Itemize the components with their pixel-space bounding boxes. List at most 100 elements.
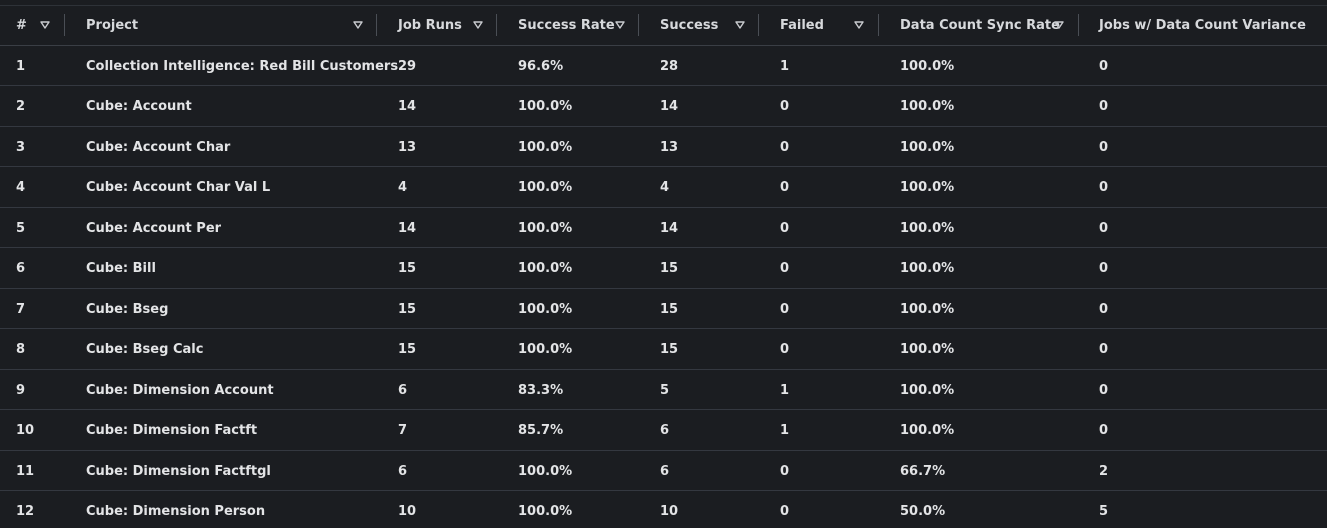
table-row[interactable]: 2 Cube: Account 14 100.0% 14 0 100.0% 0 [0,86,1327,127]
sync-rate-value: 100.0% [900,423,955,438]
success-rate-value: 100.0% [518,503,573,519]
sort-icon[interactable] [734,19,746,31]
column-divider[interactable] [64,14,65,36]
failed-value: 1 [780,58,790,74]
job-runs-value: 15 [398,261,417,276]
job-runs-value: 6 [398,382,408,398]
table-top-border [0,5,1327,6]
column-header-label: # [16,18,27,33]
project-name: Cube: Bseg [86,301,169,317]
column-header-job-runs[interactable]: Job Runs [398,6,496,45]
variance-value: 0 [1099,180,1109,195]
sort-icon[interactable] [853,19,865,31]
row-number: 11 [16,463,35,479]
table-row[interactable]: 3 Cube: Account Char 13 100.0% 13 0 100.0% 0 [0,127,1327,167]
column-header-label: Project [86,18,139,33]
success-rate-value: 100.0% [518,261,573,276]
column-header-failed[interactable]: Failed [780,6,878,45]
column-header-project[interactable]: Project [86,6,376,45]
success-value: 15 [660,301,679,317]
table-row[interactable]: 11 Cube: Dimension Factftgl 6 100.0% 6 0 66.7%… [0,451,1327,491]
column-header-label: Jobs w/ Data Count Variance [1099,18,1306,33]
row-number: 9 [16,382,26,398]
variance-value: 0 [1099,342,1109,357]
column-header-success[interactable]: Success [660,6,758,45]
variance-value: 5 [1099,503,1109,519]
row-number: 3 [16,139,26,155]
job-runs-value: 10 [398,503,417,519]
table-row[interactable]: 8 Cube: Bseg Calc 15 100.0% 15 0 100.0% 0 [0,329,1327,370]
sort-icon[interactable] [472,19,484,31]
project-name: Cube: Account [86,99,192,114]
sync-rate-value: 100.0% [900,301,955,317]
column-header-label: Data Count Sync Rate [900,18,1060,33]
project-name: Cube: Account Char Val L [86,180,271,195]
column-header-num[interactable]: # [16,6,64,45]
column-header-label: Failed [780,18,824,33]
column-header-sync-rate[interactable]: Data Count Sync Rate [900,6,1078,45]
row-number: 8 [16,342,26,357]
row-number: 6 [16,261,26,276]
job-runs-value: 6 [398,463,408,479]
sync-rate-value: 100.0% [900,180,955,195]
column-divider[interactable] [376,14,377,36]
failed-value: 0 [780,220,790,236]
table-row[interactable]: 1 Collection Intelligence: Red Bill Custo… [0,46,1327,86]
project-name: Cube: Account Char [86,139,231,155]
failed-value: 0 [780,99,790,114]
variance-value: 0 [1099,261,1109,276]
success-value: 15 [660,342,679,357]
column-divider[interactable] [496,14,497,36]
job-runs-value: 15 [398,301,417,317]
column-header-success-rate[interactable]: Success Rate [518,6,638,45]
project-name: Collection Intelligence: Red Bill Custom… [86,58,399,74]
failed-value: 0 [780,463,790,479]
column-divider[interactable] [758,14,759,36]
project-name: Cube: Account Per [86,220,222,236]
column-header-variance[interactable]: Jobs w/ Data Count Variance [1099,6,1324,45]
project-name: Cube: Dimension Person [86,503,266,519]
sync-rate-value: 100.0% [900,58,955,74]
column-header-label: Success Rate [518,18,615,33]
success-rate-value: 85.7% [518,423,564,438]
variance-value: 0 [1099,301,1109,317]
sync-rate-value: 50.0% [900,503,946,519]
table-row[interactable]: 12 Cube: Dimension Person 10 100.0% 10 0 50.0%… [0,491,1327,528]
job-runs-value: 13 [398,139,417,155]
sort-icon[interactable] [352,19,364,31]
table-row[interactable]: 5 Cube: Account Per 14 100.0% 14 0 100.0% 0 [0,208,1327,248]
success-rate-value: 100.0% [518,342,573,357]
variance-value: 0 [1099,423,1109,438]
table-row[interactable]: 7 Cube: Bseg 15 100.0% 15 0 100.0% 0 [0,289,1327,329]
sort-icon[interactable] [1053,19,1065,31]
column-divider[interactable] [1078,14,1079,36]
row-number: 10 [16,423,35,438]
failed-value: 0 [780,503,790,519]
failed-value: 0 [780,301,790,317]
column-divider[interactable] [638,14,639,36]
success-value: 5 [660,382,670,398]
project-name: Cube: Bill [86,261,156,276]
success-rate-value: 100.0% [518,220,573,236]
success-rate-value: 96.6% [518,58,564,74]
table-row[interactable]: 10 Cube: Dimension Factft 7 85.7% 6 1 100.0% 0 [0,410,1327,451]
table-row[interactable]: 6 Cube: Bill 15 100.0% 15 0 100.0% 0 [0,248,1327,289]
project-name: Cube: Dimension Account [86,382,274,398]
success-rate-value: 100.0% [518,180,573,195]
success-value: 4 [660,180,670,195]
success-rate-value: 100.0% [518,463,573,479]
sort-icon[interactable] [39,19,51,31]
sync-rate-value: 100.0% [900,220,955,236]
success-value: 6 [660,463,670,479]
success-value: 28 [660,58,679,74]
column-divider[interactable] [878,14,879,36]
success-value: 15 [660,261,679,276]
table-row[interactable]: 4 Cube: Account Char Val L 4 100.0% 4 0 100.0%… [0,167,1327,208]
success-value: 14 [660,99,679,114]
sync-rate-value: 100.0% [900,382,955,398]
sync-rate-value: 100.0% [900,99,955,114]
variance-value: 0 [1099,58,1109,74]
sort-icon[interactable] [614,19,626,31]
table-row[interactable]: 9 Cube: Dimension Account 6 83.3% 5 1 100.0% 0 [0,370,1327,410]
variance-value: 0 [1099,99,1109,114]
